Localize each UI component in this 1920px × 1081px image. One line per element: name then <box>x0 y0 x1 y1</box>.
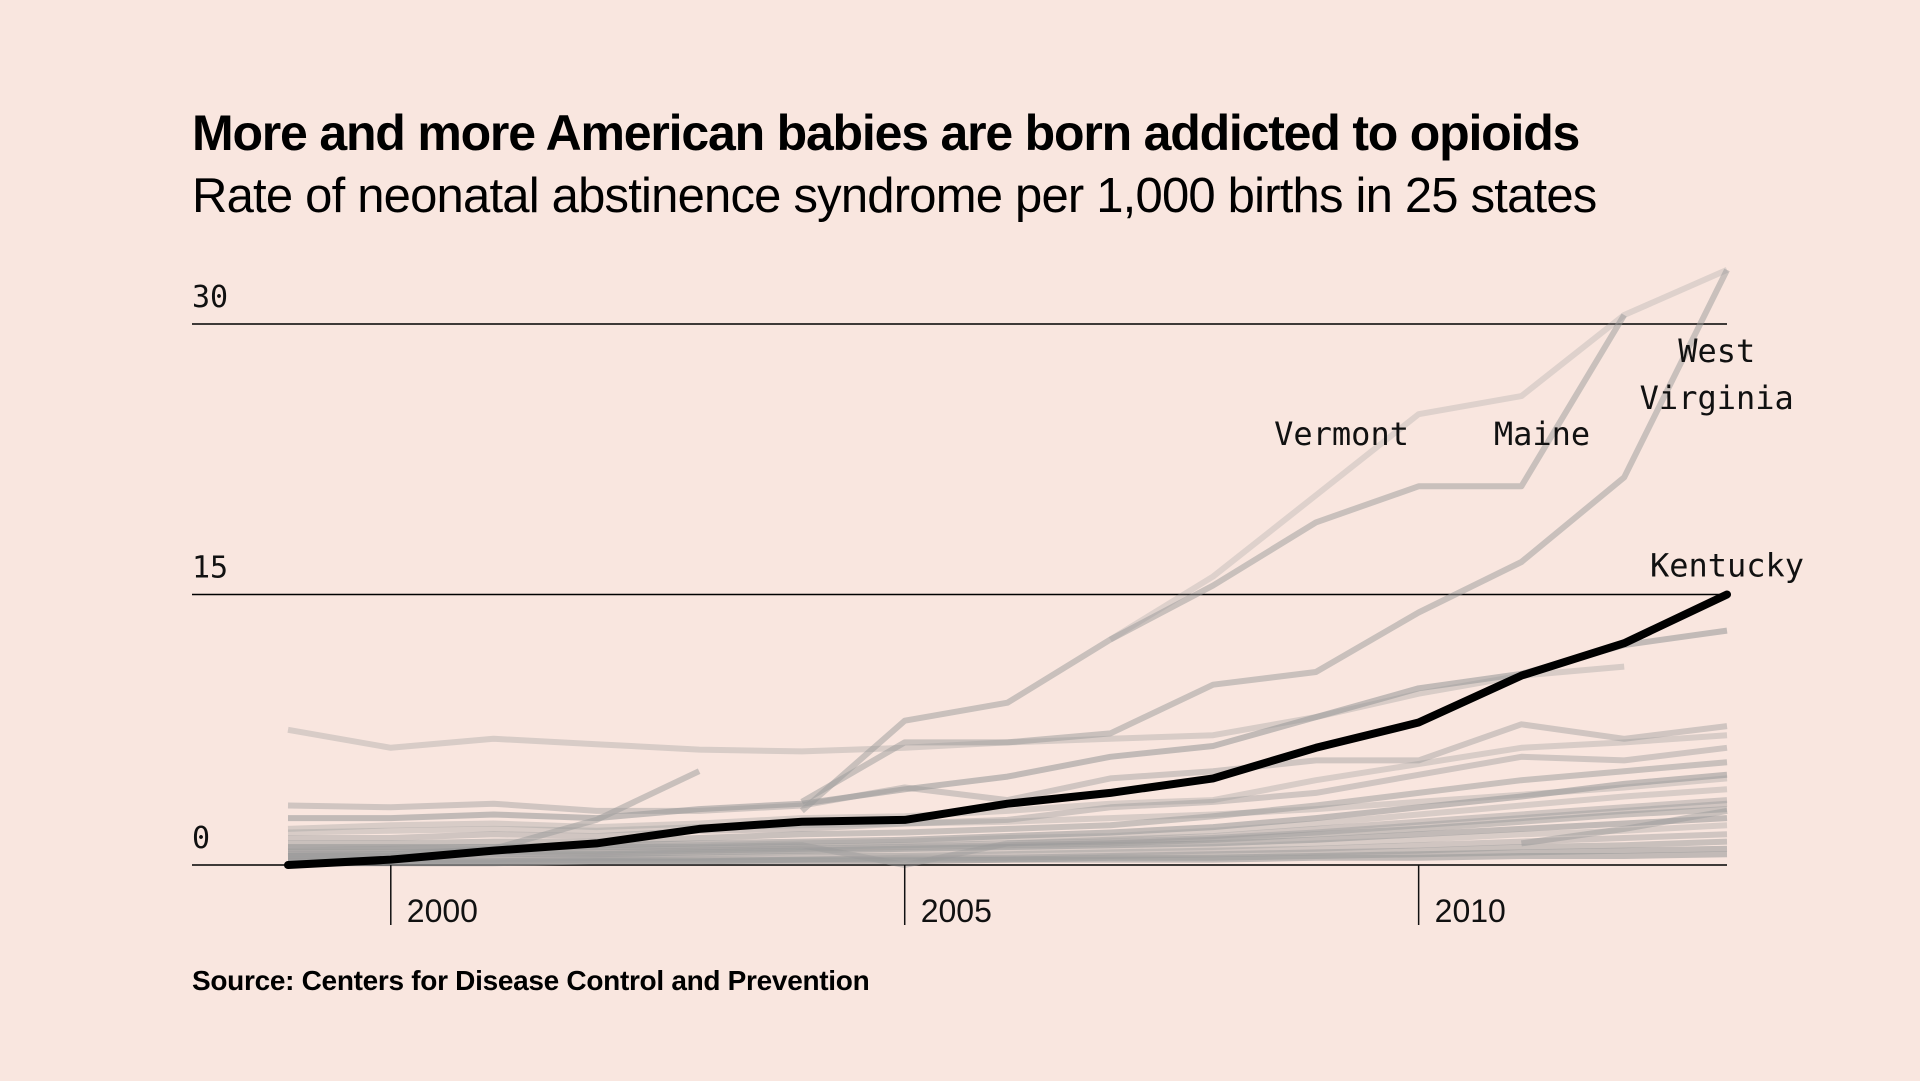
x-tick-label: 2000 <box>407 893 478 929</box>
state-line <box>288 744 1728 841</box>
state-line-west-virginia <box>800 268 1730 805</box>
other-states-lines <box>287 627 1728 868</box>
state-line <box>287 775 1728 836</box>
series-annotations: Vermont Maine West Virginia Kentucky <box>1274 332 1804 585</box>
y-tick-label: 15 <box>192 551 228 586</box>
state-line <box>288 851 1728 867</box>
state-line <box>288 759 1728 847</box>
state-line-maine <box>799 313 1627 814</box>
series-annotation: West <box>1678 332 1755 370</box>
state-line <box>287 732 1728 832</box>
state-line-kentucky <box>284 590 1731 869</box>
state-line <box>288 822 1728 861</box>
series-annotation: Maine <box>1494 415 1590 453</box>
x-tick-label: 2010 <box>1435 893 1506 929</box>
chart-subtitle: Rate of neonatal abstinence syndrome per… <box>192 169 1597 223</box>
series-annotation: Virginia <box>1640 379 1794 417</box>
y-tick-label: 30 <box>192 280 228 315</box>
x-axis: 2000 2005 2010 <box>390 865 1506 929</box>
labeled-states-lines <box>799 267 1730 814</box>
series-annotation: Vermont <box>1274 415 1409 453</box>
state-line <box>1520 807 1728 847</box>
chart-title: More and more American babies are born a… <box>192 105 1580 161</box>
state-line <box>288 627 1728 822</box>
source-note: Source: Centers for Disease Control and … <box>192 965 870 996</box>
state-line <box>288 815 1728 859</box>
series-annotation: Kentucky <box>1650 546 1804 584</box>
kentucky-line <box>284 590 1731 869</box>
y-tick-label: 0 <box>192 821 210 856</box>
x-tick-label: 2005 <box>921 893 992 929</box>
